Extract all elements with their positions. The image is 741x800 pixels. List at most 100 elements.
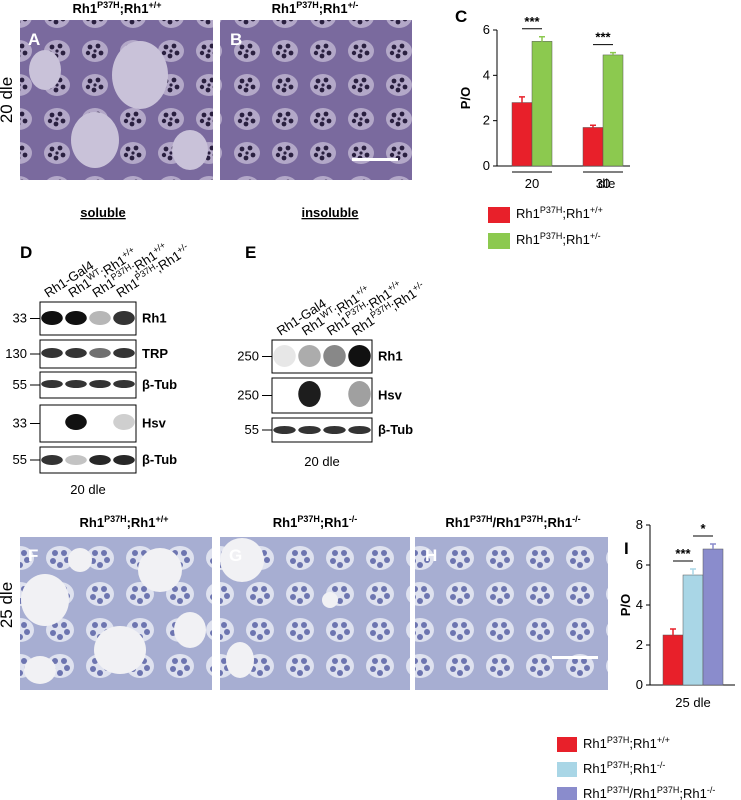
text-part: ;Rh1 <box>127 515 156 530</box>
micrograph <box>220 20 412 180</box>
error-bar <box>690 568 696 575</box>
text-part: -/- <box>572 514 581 524</box>
vacuoles <box>29 41 208 170</box>
text-part: P37H <box>470 514 493 524</box>
genotype-label: Rh1P37H;Rh1-/- <box>273 514 357 530</box>
y-tick-label: 4 <box>483 67 490 82</box>
band <box>89 380 111 388</box>
genotype-label: Rh1P37H/Rh1P37H;Rh1-/- <box>445 514 580 530</box>
text-part: +/- <box>410 279 424 293</box>
genotype-label: Rh1P37H;Rh1+/- <box>272 0 359 16</box>
text-part: ;Rh1 <box>543 515 572 530</box>
y-tick-label: 0 <box>483 158 490 173</box>
panel-letter: C <box>455 7 467 26</box>
band <box>298 381 321 407</box>
blot-label: TRP <box>142 346 168 361</box>
text-part: Rh1 <box>272 1 297 16</box>
band <box>65 414 87 430</box>
text-part: +/+ <box>657 735 670 745</box>
mw-marker: 250 <box>237 388 259 403</box>
significance: *** <box>675 546 691 561</box>
panel-letter: E <box>245 243 256 262</box>
text-part: Rh1 <box>445 515 470 530</box>
mw-marker: 55 <box>13 452 27 467</box>
text-part: ;Rh1 <box>679 786 706 800</box>
legend-label: Rh1P37H/Rh1P37H;Rh1-/- <box>583 785 715 800</box>
panel-letter: A <box>28 30 40 49</box>
y-tick-label: 8 <box>636 517 643 532</box>
x-axis-label: dle <box>598 176 615 191</box>
band <box>65 380 87 388</box>
text-part: +/+ <box>590 205 603 215</box>
mw-marker: 250 <box>237 349 259 364</box>
x-tick-label: 30 <box>596 176 610 191</box>
text-part: Rh1 <box>516 232 540 247</box>
band <box>348 381 371 407</box>
blot-caption: 20 dle <box>304 454 339 469</box>
mw-marker: 130 <box>5 346 27 361</box>
blot-label: β-Tub <box>142 452 177 467</box>
band <box>113 455 135 465</box>
band <box>348 345 371 367</box>
text-part: P37H <box>297 514 320 524</box>
band <box>323 345 346 367</box>
text-part: P37H <box>540 205 563 215</box>
significance: *** <box>595 30 611 45</box>
band <box>113 348 135 358</box>
bar <box>682 574 704 686</box>
panel-letter: H <box>425 546 437 565</box>
legend-label: Rh1P37H;Rh1+/- <box>516 231 601 247</box>
text-part: Rh1 <box>583 761 607 776</box>
legend-swatch <box>557 787 577 800</box>
micrograph <box>415 537 608 690</box>
legend-label: Rh1P37H;Rh1-/- <box>583 760 665 776</box>
x-tick-label: 25 dle <box>675 695 710 710</box>
band <box>113 414 135 430</box>
blot-label: Hsv <box>378 388 403 403</box>
genotype-label: Rh1P37H;Rh1+/+ <box>73 0 162 16</box>
genotype-label: Rh1P37H;Rh1+/+ <box>80 514 169 530</box>
text-part: +/+ <box>155 514 168 524</box>
band <box>89 348 111 358</box>
mw-marker: 55 <box>13 377 27 392</box>
blot-heading: soluble <box>80 205 126 220</box>
band <box>41 380 63 388</box>
band <box>41 348 63 358</box>
band <box>273 426 296 434</box>
text-part: ;Rh1 <box>629 736 656 751</box>
blot-heading: insoluble <box>301 205 358 220</box>
x-tick-label: 20 <box>525 176 539 191</box>
error-bar <box>539 36 545 42</box>
bar <box>511 102 533 167</box>
bar <box>582 127 604 167</box>
text-part: /Rh1 <box>493 515 521 530</box>
text-part: ;Rh1 <box>562 206 589 221</box>
text-part: P37H <box>104 514 127 524</box>
panel-letter: D <box>20 243 32 262</box>
band <box>298 345 321 367</box>
legend-swatch <box>488 207 510 223</box>
panel-letter: I <box>624 539 629 558</box>
mw-marker: 55 <box>245 422 259 437</box>
text-part: P37H <box>607 785 630 795</box>
y-axis-label: P/O <box>618 594 633 616</box>
mw-marker: 33 <box>13 311 27 326</box>
bar <box>662 634 684 686</box>
band <box>113 380 135 388</box>
text-part: +/- <box>175 241 189 255</box>
text-part: ;Rh1 <box>120 1 149 16</box>
blot-label: Rh1 <box>378 349 403 364</box>
y-axis-label: P/O <box>458 87 473 109</box>
text-part: ;Rh1 <box>562 232 589 247</box>
scale-bar <box>352 158 398 161</box>
text-part: Rh1 <box>583 736 607 751</box>
legend-label: Rh1P37H;Rh1+/+ <box>516 205 603 221</box>
bar <box>702 548 724 686</box>
band <box>41 455 63 465</box>
text-part: ;Rh1 <box>320 515 349 530</box>
text-part: ;Rh1 <box>319 1 348 16</box>
band <box>298 426 321 434</box>
blot-box <box>271 377 373 414</box>
text-part: P37H <box>607 760 630 770</box>
text-part: Rh1 <box>583 786 607 800</box>
